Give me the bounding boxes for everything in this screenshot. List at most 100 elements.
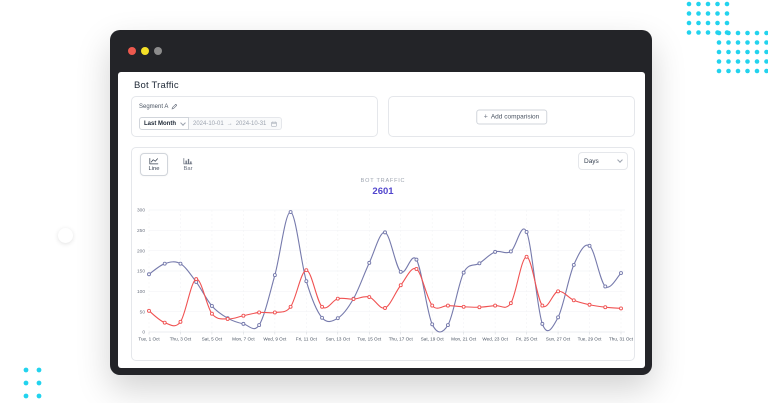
chart-point-series-1: [524, 230, 529, 234]
x-tick-label: Thu, 17 Oct: [389, 337, 414, 342]
decorative-dot: [764, 49, 768, 55]
chart-point-series-2: [619, 306, 623, 311]
decorative-dot: [715, 20, 720, 26]
chart-point-series-1: [209, 304, 214, 308]
decorative-dot: [754, 59, 760, 64]
x-tick-label: Tue, 15 Oct: [357, 337, 382, 342]
chart-point-series-2: [320, 304, 325, 309]
minimize-window-icon[interactable]: [141, 47, 149, 55]
chart-point-series-2: [147, 308, 151, 313]
bar-tab-label: Bar: [183, 166, 193, 172]
chart-point-series-2: [603, 305, 608, 310]
decorative-dot: [745, 30, 750, 36]
x-tick-label: Wed, 23 Oct: [482, 337, 508, 342]
chart-point-series-1: [587, 243, 592, 248]
decorative-dot: [745, 40, 750, 45]
decorative-dot: [735, 68, 741, 74]
decorative-dot: [745, 59, 750, 64]
y-tick-label: 0: [142, 330, 145, 336]
decorative-dot: [696, 11, 701, 16]
window-titlebar: [110, 30, 652, 72]
decorative-dot: [716, 68, 722, 74]
maximize-window-icon[interactable]: [154, 47, 162, 55]
decorative-dot: [686, 11, 692, 16]
y-tick-label: 250: [137, 228, 145, 234]
page-title: Bot Traffic: [134, 80, 179, 91]
x-tick-label: Fri, 25 Oct: [516, 337, 538, 342]
browser-window: Bot Traffic Segment A Last Month 2024-10…: [110, 30, 652, 375]
decorative-dot: [715, 11, 720, 16]
decorative-dot: [705, 20, 711, 26]
segment-label: Segment A: [139, 103, 169, 110]
x-tick-label: Sun, 27 Oct: [546, 337, 571, 342]
chart-point-series-1: [430, 322, 435, 327]
decorative-dot: [36, 393, 42, 399]
date-start-value: 2024-10-01: [193, 120, 224, 127]
chart-metric-value: 2601: [372, 186, 394, 197]
date-end-value: 2024-10-31: [235, 120, 267, 127]
y-tick-label: 50: [140, 309, 146, 315]
chart-point-series-2: [241, 313, 246, 318]
decorative-dot: [754, 68, 760, 74]
decorative-dot: [724, 20, 730, 26]
chart-point-series-2: [524, 254, 529, 259]
decorative-dot: [735, 40, 741, 45]
interval-select[interactable]: Days: [578, 152, 628, 170]
chart-point-series-1: [540, 321, 545, 326]
chart-point-series-1: [477, 261, 482, 266]
bar-chart-icon: [183, 158, 193, 165]
chart-point-series-2: [445, 303, 450, 308]
decorative-dot: [696, 1, 701, 7]
decorative-dot: [745, 68, 750, 74]
decorative-dot: [726, 30, 731, 36]
decorative-dot: [754, 40, 760, 45]
chart-header: BOT TRAFFIC 2601: [132, 178, 634, 197]
chart-point-series-1: [178, 261, 183, 266]
chart-point-series-2: [398, 283, 403, 288]
chart-point-series-1: [257, 323, 262, 328]
chevron-down-icon: [617, 157, 623, 163]
add-comparison-button[interactable]: + Add comparision: [475, 109, 548, 124]
decorative-dot: [735, 49, 741, 55]
date-range-input[interactable]: 2024-10-01 → 2024-10-31: [189, 117, 282, 130]
bar-chart-tab[interactable]: Bar: [174, 153, 202, 176]
chart-point-series-1: [445, 323, 450, 328]
x-tick-label: Tue, 1 Oct: [138, 337, 160, 342]
date-range-select[interactable]: Last Month: [139, 117, 189, 130]
decorative-dot: [686, 20, 692, 26]
chart-point-series-2: [194, 277, 199, 282]
pencil-edit-icon[interactable]: [171, 103, 178, 110]
decorative-dot: [724, 11, 730, 16]
chart-point-series-2: [351, 297, 356, 302]
decorative-dot: [716, 30, 722, 36]
decorative-dot: [705, 1, 711, 7]
chart-point-series-2: [225, 317, 230, 321]
line-chart-tab[interactable]: Line: [140, 153, 168, 176]
chart-point-series-1: [619, 271, 623, 275]
chart-point-series-1: [508, 249, 513, 254]
decorative-dot: [735, 59, 741, 64]
decorative-dot: [696, 30, 701, 35]
decorative-dot: [726, 59, 731, 64]
traffic-chart: 0 50 100 150 200 250 300 Tue, 1 Oct Thu, 3 Oct Sa…: [137, 208, 634, 342]
close-window-icon[interactable]: [128, 47, 136, 55]
chart-point-series-1: [556, 315, 561, 320]
arrow-right-icon: →: [226, 120, 233, 127]
y-tick-label: 300: [137, 208, 145, 214]
decorative-dot: [23, 367, 29, 373]
chart-point-series-1: [367, 260, 372, 265]
decorative-dot: [724, 1, 730, 7]
decorative-dot: [716, 40, 722, 45]
chart-point-series-2: [257, 310, 262, 315]
chart-point-series-2: [414, 267, 419, 271]
chart-point-series-1: [603, 284, 608, 289]
x-tick-label: Thu, 3 Oct: [170, 337, 192, 342]
chart-point-series-2: [556, 289, 561, 294]
comparison-panel: + Add comparision: [388, 96, 635, 137]
chart-point-series-2: [383, 306, 387, 310]
x-tick-label: Tue, 29 Oct: [578, 337, 603, 342]
chart-point-series-2: [178, 319, 183, 324]
decorative-dot: [764, 30, 768, 36]
y-tick-label: 200: [137, 248, 145, 254]
